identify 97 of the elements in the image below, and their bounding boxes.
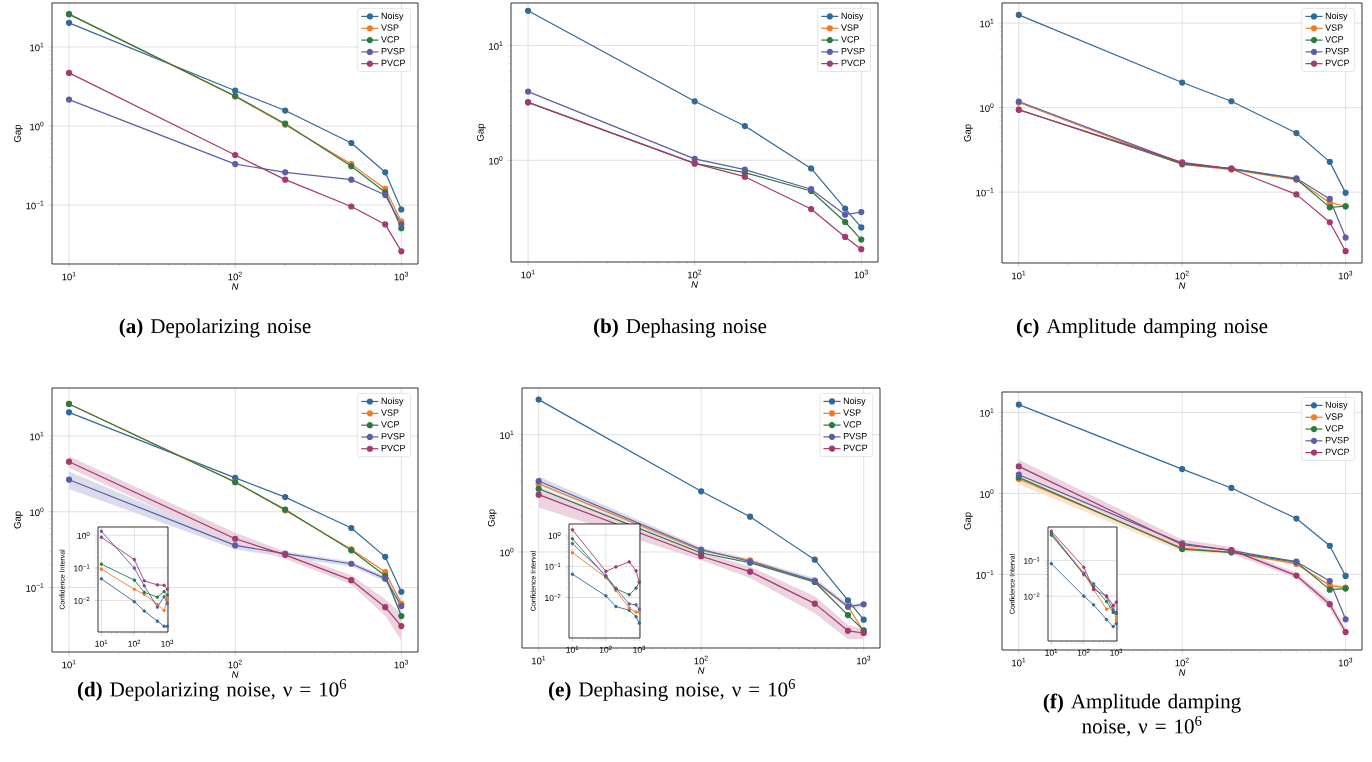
y-tick-label: 10$^{−1}$: [1024, 557, 1040, 565]
legend-label: Noisy: [381, 12, 404, 21]
y-tick-label: 10$^{0}$: [30, 507, 44, 517]
legend-label: VSP: [1325, 413, 1343, 420]
legend-label: VSP: [381, 409, 399, 416]
y-tick-label: 10$^{0}$: [77, 531, 90, 539]
legend-label: PVCP: [381, 444, 406, 452]
legend-label: Noisy: [381, 397, 404, 406]
x-axis-title: N: [231, 671, 239, 678]
legend-label: VSP: [843, 409, 861, 416]
x-tick-label: 10$^{2}$: [1175, 270, 1189, 280]
x-tick-label: 10$^{2}$: [688, 269, 702, 279]
legend-label: VSP: [841, 24, 859, 31]
x-tick-label: 10$^{1}$: [1045, 648, 1058, 656]
text: (c) Amplitude damping noise: [1016, 318, 1268, 338]
y-axis-title: Gap: [964, 124, 973, 142]
legend-label: VCP: [843, 421, 862, 428]
x-tick-label: 10$^{3}$: [1338, 270, 1353, 280]
y-tick-label: 10$^{0}$: [980, 103, 994, 112]
x-tick-label: 10$^{3}$: [1110, 648, 1123, 656]
legend-label: PVSP: [381, 433, 405, 440]
x-tick-label: 10$^{1}$: [566, 645, 579, 653]
y-axis-title: Gap: [14, 511, 23, 529]
legend-label: VCP: [1325, 425, 1344, 432]
legend-label: VCP: [841, 36, 859, 43]
x-tick-label: 10$^{3}$: [394, 659, 408, 669]
legend-label: PVSP: [381, 48, 405, 55]
x-axis-title: N: [1178, 282, 1186, 289]
legend-label: Noisy: [1325, 401, 1348, 410]
legend-label: PVCP: [1325, 59, 1350, 67]
y-axis-title: Gap: [487, 509, 497, 527]
x-tick-label: 10$^{1}$: [1012, 270, 1026, 280]
x-tick-label: 10$^{2}$: [1077, 648, 1090, 656]
legend-label: Noisy: [843, 397, 866, 406]
y-tick-label: 10$^{1}$: [980, 408, 994, 417]
y-tick-label: 10$^{−1}$: [976, 570, 994, 579]
legend-label: VSP: [1325, 24, 1343, 31]
x-tick-label: 10$^{2}$: [599, 645, 612, 653]
y-tick-label: 10$^{−1}$: [26, 583, 44, 592]
legend-label: VCP: [381, 421, 400, 428]
legend-label: PVSP: [1325, 436, 1349, 444]
y-tick-label: 10$^{1}$: [30, 431, 44, 441]
x-axis-title: N: [231, 283, 239, 290]
text: (d) Depolarizing noise, ν = 10$^{6}$: [77, 679, 347, 701]
x-tick-label: 10$^{2}$: [228, 271, 242, 281]
x-tick-label: 10$^{1}$: [95, 639, 108, 647]
y-tick-label: 10$^{1}$: [30, 42, 44, 52]
legend-label: PVCP: [841, 59, 865, 67]
x-tick-label: 10$^{2}$: [1175, 657, 1189, 667]
y-tick-label: 10$^{−1}$: [545, 562, 561, 570]
legend-label: VCP: [1325, 36, 1344, 43]
legend-label: PVCP: [1325, 448, 1350, 456]
x-axis-title: N: [691, 281, 698, 288]
text: (a) Depolarizing noise: [119, 318, 311, 338]
legend-label: PVCP: [843, 444, 868, 452]
x-tick-label: 10$^{3}$: [633, 645, 646, 653]
y-axis-title: Gap: [14, 124, 23, 142]
x-axis-title: N: [1178, 669, 1186, 676]
y-tick-label: 10$^{−2}$: [74, 596, 90, 604]
x-tick-label: 10$^{3}$: [394, 271, 408, 281]
x-tick-label: 10$^{3}$: [161, 639, 174, 647]
y-tick-label: 10$^{0}$: [548, 531, 561, 539]
legend-label: PVSP: [1325, 47, 1349, 55]
x-tick-label: 10$^{1}$: [521, 269, 535, 279]
y-tick-label: 10$^{0}$: [30, 121, 44, 131]
x-tick-label: 10$^{2}$: [694, 655, 708, 665]
y-tick-label: 10$^{−2}$: [545, 593, 561, 602]
x-tick-label: 10$^{1}$: [62, 271, 76, 281]
x-tick-label: 10$^{1}$: [532, 655, 546, 665]
text: (e) Dephasing noise, ν = 10$^{6}$: [548, 679, 796, 701]
y-tick-label: 10$^{0}$: [489, 156, 503, 165]
legend-label: PVSP: [843, 432, 867, 440]
x-axis-title: N: [697, 667, 705, 674]
legend-label: Noisy: [841, 12, 864, 21]
x-tick-label: 10$^{2}$: [128, 639, 141, 647]
y-axis-title: Gap: [964, 512, 973, 530]
legend-label: Noisy: [1325, 12, 1348, 21]
legend-label: PVSP: [841, 47, 865, 55]
text: (f) Amplitude damping noise, ν = 10$^{6}$: [1043, 693, 1241, 737]
x-tick-label: 10$^{3}$: [1338, 657, 1353, 667]
x-tick-label: 10$^{2}$: [228, 659, 242, 669]
x-tick-label: 10$^{3}$: [854, 269, 868, 279]
y-tick-label: 10$^{−1}$: [74, 564, 90, 572]
x-tick-label: 10$^{1}$: [1012, 657, 1026, 667]
y-tick-label: 10$^{−1}$: [26, 200, 44, 210]
y-tick-label: 10$^{1}$: [980, 18, 994, 28]
y-tick-label: 10$^{−1}$: [976, 187, 994, 197]
y-tick-label: 10$^{0}$: [980, 489, 994, 498]
text: (b) Dephasing noise: [594, 318, 767, 338]
y-tick-label: 10$^{−2}$: [1024, 592, 1040, 600]
y-axis-title: Gap: [476, 123, 486, 141]
legend-label: VCP: [381, 36, 400, 43]
x-tick-label: 10$^{1}$: [62, 659, 76, 669]
x-tick-label: 10$^{3}$: [857, 655, 871, 665]
legend-label: PVCP: [381, 59, 406, 67]
legend-label: VSP: [381, 24, 399, 31]
y-tick-label: 10$^{0}$: [500, 547, 514, 557]
